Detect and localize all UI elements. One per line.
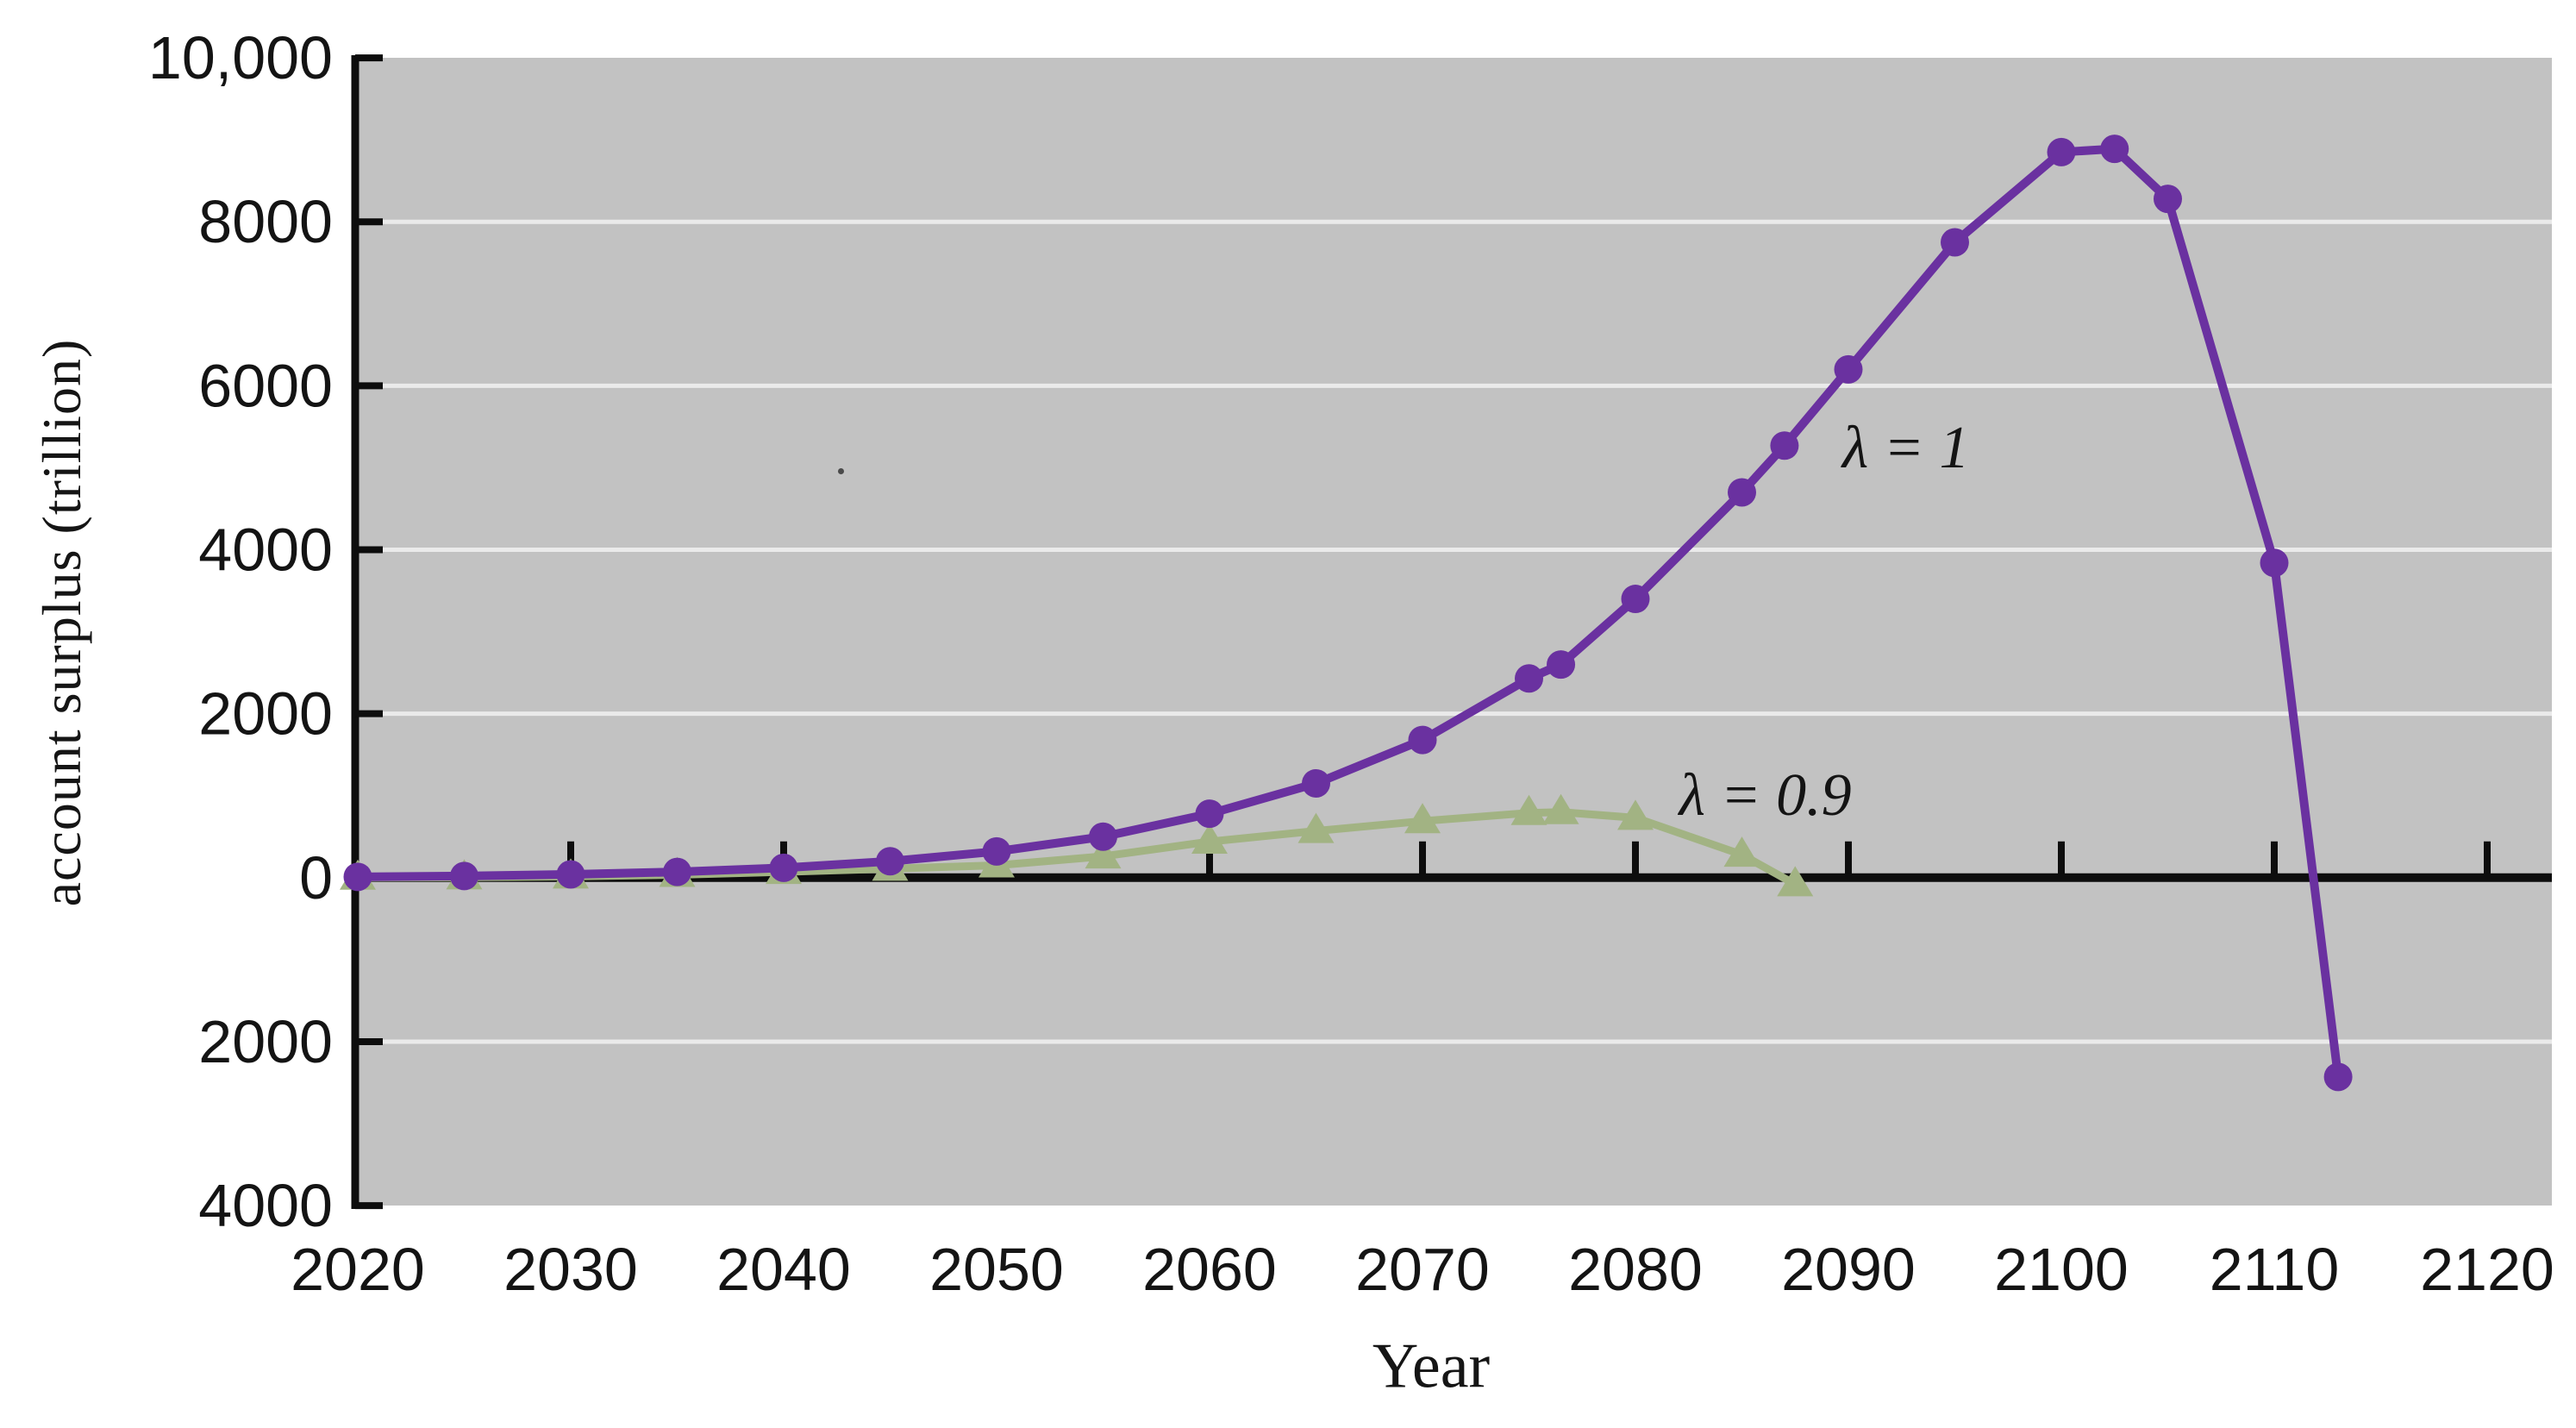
data-point-circle — [1728, 478, 1756, 507]
data-point-triangle — [1542, 793, 1579, 824]
data-point-circle — [876, 847, 904, 876]
data-point-circle — [1515, 664, 1543, 693]
x-tick-label: 2050 — [929, 1236, 1064, 1303]
x-tick-label: 2090 — [1781, 1236, 1916, 1303]
y-tick-label: 2000 — [198, 1008, 333, 1075]
x-tick-label: 2020 — [291, 1236, 425, 1303]
data-point-triangle — [1723, 836, 1760, 867]
x-tick-label: 2120 — [2420, 1236, 2554, 1303]
data-point-circle — [663, 857, 691, 886]
data-point-circle — [1408, 725, 1437, 755]
x-tick-label: 2040 — [716, 1236, 851, 1303]
data-point-circle — [982, 836, 1011, 866]
data-point-circle — [556, 860, 585, 889]
data-point-circle — [1941, 228, 1969, 257]
data-point-circle — [1834, 354, 1863, 384]
y-tick-label: 0 — [299, 844, 333, 911]
plot-area — [352, 58, 2552, 1206]
y-tick-label: 2000 — [198, 680, 333, 748]
data-point-triangle — [1777, 866, 1814, 897]
data-point-circle — [1770, 431, 1799, 460]
x-tick-label: 2030 — [503, 1236, 638, 1303]
x-tick-label: 2060 — [1142, 1236, 1277, 1303]
data-point-circle — [2154, 185, 2182, 214]
y-tick-label: 10,000 — [148, 24, 333, 91]
y-tick-label: 4000 — [198, 1172, 333, 1239]
data-point-triangle — [1191, 823, 1228, 854]
data-point-circle — [1621, 585, 1650, 614]
data-point-circle — [1302, 768, 1330, 798]
data-point-circle — [1089, 822, 1117, 851]
data-point-triangle — [1510, 794, 1547, 825]
data-point-circle — [2100, 135, 2129, 164]
data-point-circle — [2047, 137, 2076, 166]
data-point-circle — [343, 862, 372, 892]
stray-mark — [838, 468, 844, 474]
data-point-triangle — [1617, 799, 1654, 830]
y-axis-title: account surplus (trillion) — [31, 338, 92, 907]
y-tick-label: 8000 — [198, 188, 333, 255]
x-axis-title: Year — [1372, 1331, 1491, 1402]
data-point-triangle — [1085, 838, 1122, 869]
x-tick-label: 2110 — [2210, 1236, 2340, 1303]
data-point-triangle — [1404, 803, 1441, 834]
data-point-triangle — [1297, 812, 1335, 843]
data-point-circle — [769, 853, 798, 882]
series-label-lambda-1: λ = 1 — [1841, 414, 1970, 481]
x-tick-label: 2070 — [1355, 1236, 1490, 1303]
y-tick-label: 4000 — [198, 517, 333, 584]
x-tick-label: 2100 — [1994, 1236, 2129, 1303]
data-point-circle — [2323, 1062, 2353, 1092]
series-label-lambda-0-9: λ = 0.9 — [1679, 761, 1852, 829]
x-tick-label: 2080 — [1568, 1236, 1703, 1303]
data-point-circle — [450, 861, 478, 891]
data-point-circle — [1195, 799, 1224, 829]
data-point-circle — [1547, 650, 1576, 680]
data-point-circle — [2260, 548, 2289, 578]
y-tick-label: 6000 — [198, 352, 333, 419]
